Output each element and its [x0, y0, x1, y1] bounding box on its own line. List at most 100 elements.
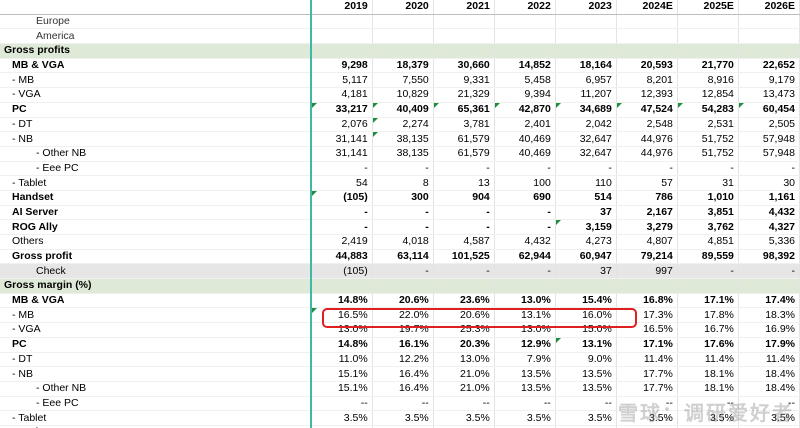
value-cell[interactable]: -- [555, 396, 617, 412]
value-cell[interactable]: -- [433, 396, 495, 412]
value-cell[interactable] [372, 14, 434, 30]
value-cell[interactable]: 2,419 [311, 234, 373, 250]
value-cell[interactable]: 18.4% [738, 366, 800, 382]
value-cell[interactable]: - [311, 219, 373, 235]
row-label[interactable]: Europe [0, 14, 313, 30]
value-cell[interactable]: (105) [311, 263, 373, 280]
value-cell[interactable]: - [433, 219, 495, 235]
year-2021[interactable]: 2021 [433, 0, 495, 15]
value-cell[interactable]: 9,179 [738, 72, 800, 89]
value-cell[interactable] [433, 28, 495, 45]
row-label[interactable]: - DT [0, 117, 313, 133]
row-label[interactable]: - MB [0, 72, 313, 89]
value-cell[interactable]: 9.0% [555, 352, 617, 368]
value-cell[interactable]: 12.9% [494, 337, 556, 353]
value-cell[interactable]: 15.1% [311, 381, 373, 397]
value-cell[interactable]: 16.5% [311, 307, 373, 324]
value-cell[interactable]: (105) [311, 190, 373, 206]
value-cell[interactable] [677, 43, 739, 59]
value-cell[interactable]: 786 [616, 190, 678, 206]
value-cell[interactable]: 100 [494, 175, 556, 191]
value-cell[interactable]: 5,336 [738, 234, 800, 250]
value-cell[interactable]: -- [616, 396, 678, 412]
value-cell[interactable]: 11.9% [738, 425, 800, 428]
value-cell[interactable] [494, 43, 556, 59]
value-cell[interactable]: - [311, 205, 373, 221]
value-cell[interactable]: 47,524 [616, 102, 678, 118]
value-cell[interactable]: 20.6% [433, 307, 495, 324]
value-cell[interactable]: 11.0% [311, 352, 373, 368]
value-cell[interactable]: 5,458 [494, 72, 556, 89]
value-cell[interactable]: 16.7% [677, 322, 739, 338]
value-cell[interactable]: 8,916 [677, 72, 739, 89]
year-2024e[interactable]: 2024E [616, 0, 678, 15]
value-cell[interactable]: 11.1% [616, 425, 678, 428]
value-cell[interactable]: - [494, 219, 556, 235]
value-cell[interactable] [555, 278, 617, 294]
value-cell[interactable]: - [372, 263, 434, 280]
row-label[interactable]: Gross profits [0, 43, 313, 59]
value-cell[interactable]: 61,579 [433, 131, 495, 147]
value-cell[interactable]: 13.0% [311, 322, 373, 338]
value-cell[interactable]: 10,829 [372, 87, 434, 103]
row-label[interactable]: ROG Ally [0, 219, 313, 235]
sheet-title[interactable] [0, 0, 313, 15]
value-cell[interactable]: 101,525 [433, 249, 495, 265]
value-cell[interactable]: 16.0% [555, 307, 617, 324]
value-cell[interactable]: 3.5% [494, 410, 556, 426]
value-cell[interactable]: -1.7% [311, 425, 373, 428]
value-cell[interactable]: 9,331 [433, 72, 495, 89]
value-cell[interactable]: 30,660 [433, 58, 495, 74]
value-cell[interactable]: 18.1% [677, 366, 739, 382]
value-cell[interactable]: 3,781 [433, 117, 495, 133]
value-cell[interactable]: 17.3% [616, 307, 678, 324]
value-cell[interactable]: - [677, 161, 739, 177]
value-cell[interactable]: 4,181 [311, 87, 373, 103]
value-cell[interactable] [738, 278, 800, 294]
value-cell[interactable]: 65,361 [433, 102, 495, 118]
value-cell[interactable]: 1,010 [677, 190, 739, 206]
value-cell[interactable]: 9,394 [494, 87, 556, 103]
value-cell[interactable]: 89,559 [677, 249, 739, 265]
value-cell[interactable] [738, 14, 800, 30]
value-cell[interactable]: - [616, 161, 678, 177]
value-cell[interactable]: 17.9% [738, 337, 800, 353]
value-cell[interactable]: 2,401 [494, 117, 556, 133]
value-cell[interactable]: 21,329 [433, 87, 495, 103]
value-cell[interactable] [677, 278, 739, 294]
value-cell[interactable]: 42,870 [494, 102, 556, 118]
value-cell[interactable]: 25.3% [433, 322, 495, 338]
value-cell[interactable]: - [311, 161, 373, 177]
value-cell[interactable]: 3,279 [616, 219, 678, 235]
value-cell[interactable]: 8.2% [494, 425, 556, 428]
value-cell[interactable]: 18,164 [555, 58, 617, 74]
row-label[interactable]: Check [0, 263, 313, 280]
row-label[interactable]: - Tablet [0, 175, 313, 191]
value-cell[interactable]: 40,409 [372, 102, 434, 118]
value-cell[interactable]: - [494, 263, 556, 280]
value-cell[interactable]: 40,469 [494, 131, 556, 147]
value-cell[interactable]: 17.1% [677, 293, 739, 309]
value-cell[interactable]: 997 [616, 263, 678, 280]
value-cell[interactable]: 3.5% [738, 410, 800, 426]
value-cell[interactable]: 31,141 [311, 131, 373, 147]
value-cell[interactable]: 51,752 [677, 131, 739, 147]
value-cell[interactable]: - [738, 263, 800, 280]
value-cell[interactable]: 16.5% [616, 322, 678, 338]
value-cell[interactable]: 2,548 [616, 117, 678, 133]
value-cell[interactable] [555, 28, 617, 45]
value-cell[interactable] [372, 28, 434, 45]
value-cell[interactable] [433, 14, 495, 30]
value-cell[interactable]: - [433, 263, 495, 280]
value-cell[interactable]: 32,647 [555, 146, 617, 162]
value-cell[interactable]: 16.4% [372, 366, 434, 382]
row-label[interactable]: - Tablet [0, 410, 313, 426]
value-cell[interactable]: 3.5% [555, 410, 617, 426]
value-cell[interactable]: 13.5% [494, 366, 556, 382]
value-cell[interactable]: 16.9% [738, 322, 800, 338]
row-label[interactable]: - Other NB [0, 146, 313, 162]
row-label[interactable]: - Eee PC [0, 161, 313, 177]
value-cell[interactable]: 40,469 [494, 146, 556, 162]
value-cell[interactable]: 16.8% [616, 293, 678, 309]
value-cell[interactable]: - [372, 161, 434, 177]
